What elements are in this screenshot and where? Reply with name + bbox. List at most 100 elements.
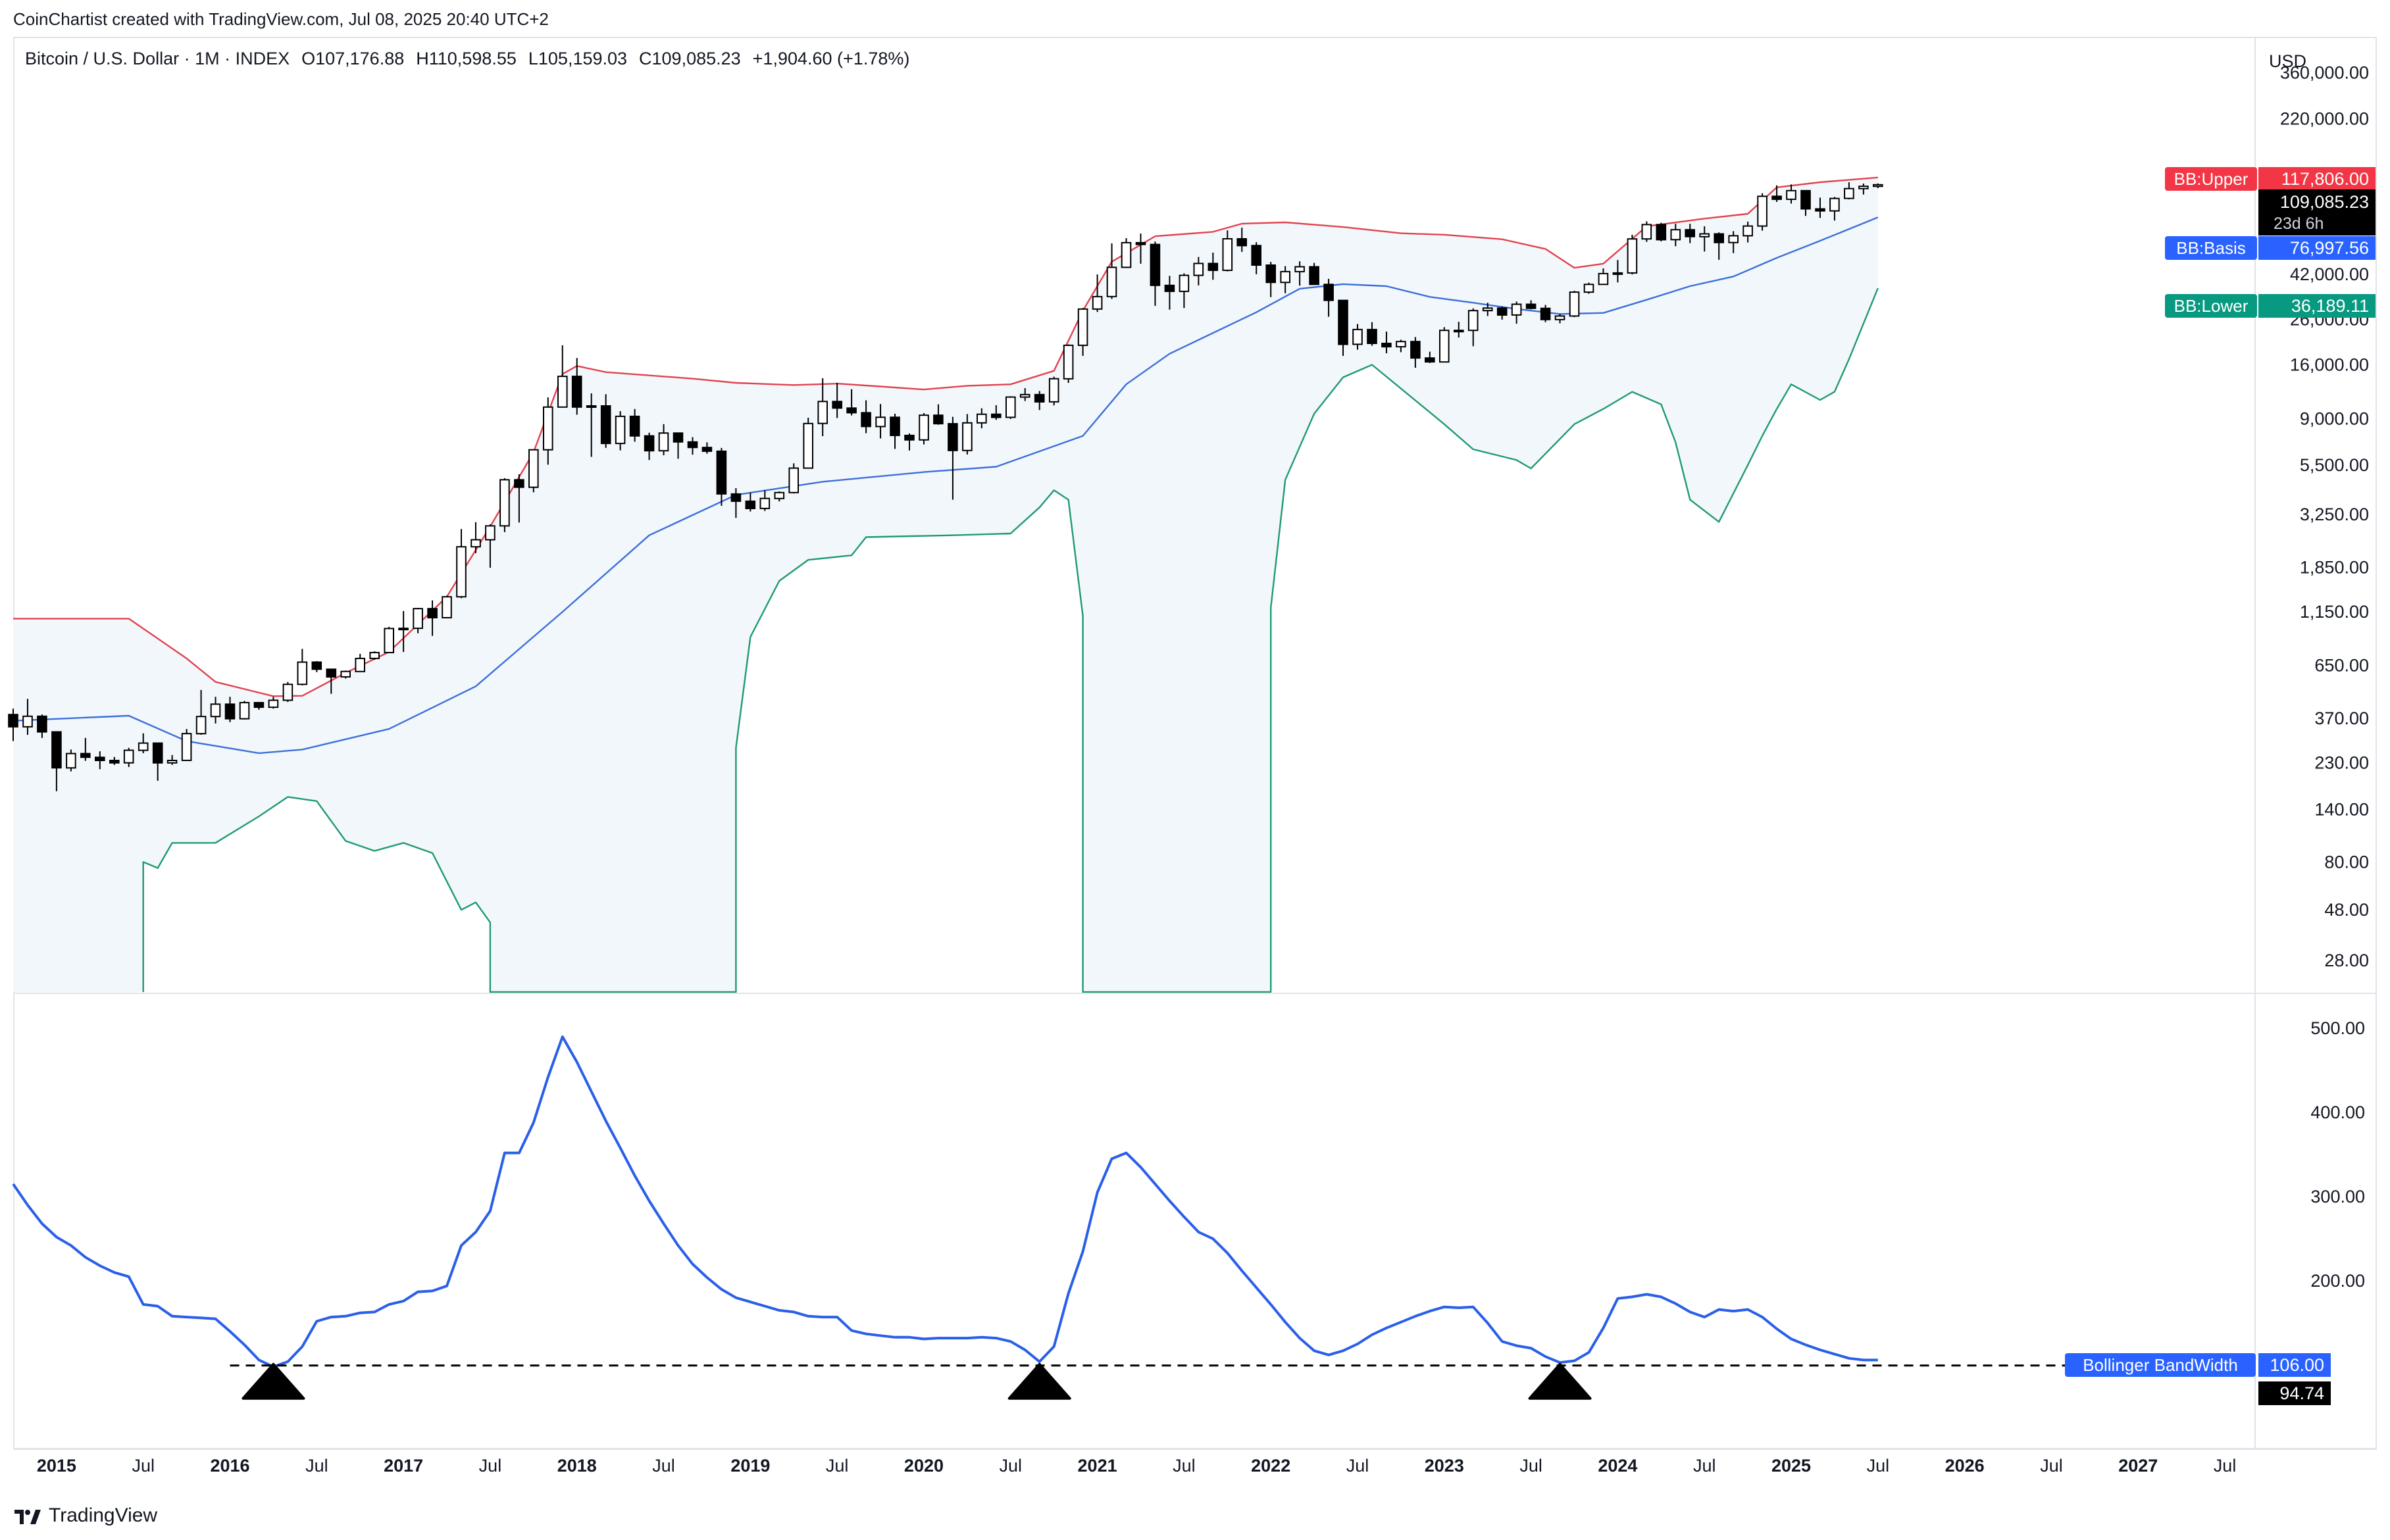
candle (514, 474, 524, 523)
candle-body-up (1454, 330, 1464, 333)
candle-body-up (615, 415, 626, 445)
candle (355, 653, 366, 672)
candle (571, 358, 582, 415)
candle (1641, 221, 1652, 242)
candle (1525, 300, 1537, 310)
candle-body-down (1771, 195, 1782, 200)
candle-body-up (1092, 295, 1103, 310)
candle-body-up (398, 628, 409, 631)
ohlc-change: +1,904.60 (+1.78%) (752, 49, 910, 68)
candle-body-up (499, 479, 510, 527)
candle-body-up (528, 449, 539, 488)
candle-body-up (485, 525, 496, 541)
candle-body-up (1612, 272, 1623, 275)
bandwidth-tag-name: Bollinger BandWidth (2083, 1355, 2238, 1375)
last-price-value: 109,085.23 (2280, 192, 2369, 212)
candle (774, 491, 785, 502)
time-axis-month-label: Jul (479, 1456, 502, 1476)
last-price-bg (2258, 189, 2376, 236)
candle (268, 697, 279, 709)
bandwidth-tick-label: 400.00 (2310, 1103, 2365, 1122)
bb-upper-tag-value-bg (2258, 167, 2376, 191)
candle-body-up (1019, 393, 1030, 398)
candle (745, 492, 756, 512)
candle-body-down (1525, 303, 1537, 309)
candle-body-down (1656, 224, 1667, 241)
threshold-tag[interactable]: 94.74 (2258, 1381, 2331, 1405)
candle (1106, 243, 1117, 299)
candle-body-up (369, 652, 380, 659)
candle-body-up (1179, 274, 1190, 292)
bb-lower-tag-value-bg (2258, 294, 2376, 318)
candle-body-up (759, 497, 771, 509)
candle (282, 682, 293, 703)
candle (846, 389, 857, 416)
time-axis-month-label: Jul (1346, 1456, 1369, 1476)
last-price-tag[interactable]: 109,085.23 23d 6h (2258, 189, 2376, 236)
candle (1757, 193, 1767, 231)
candle-body-up (586, 405, 597, 408)
bb-lower-tag-name: BB:Lower (2174, 296, 2249, 316)
candle-body-up (1844, 187, 1854, 199)
candle-body-up (1121, 241, 1132, 268)
bandwidth-tick-label: 500.00 (2310, 1018, 2365, 1038)
candle (1612, 260, 1623, 283)
candle (977, 408, 987, 429)
candle (817, 378, 828, 436)
candle (1236, 228, 1248, 252)
candle (297, 649, 308, 685)
bb-upper-tag[interactable]: BB:Upper 117,806.00 (2165, 167, 2376, 191)
candle (1554, 314, 1565, 324)
candle-body-down (224, 703, 236, 720)
price-tick-label: 140.00 (2314, 799, 2369, 819)
time-axis-year-label: 2016 (210, 1456, 249, 1476)
header-bar: CoinChartist created with TradingView.co… (0, 0, 2390, 37)
price-tick-label: 1,850.00 (2300, 557, 2369, 577)
candle (1019, 387, 1030, 401)
candle-body-down (514, 479, 524, 488)
symbol-name[interactable]: Bitcoin / U.S. Dollar · 1M · INDEX (25, 49, 290, 68)
price-tick-label: 230.00 (2314, 753, 2369, 773)
bb-basis-tag[interactable]: BB:Basis 76,997.56 (2165, 236, 2376, 260)
candle (138, 733, 149, 753)
candle (600, 394, 611, 448)
currency-label[interactable]: USD (2269, 51, 2307, 71)
bollinger-band-fill (13, 177, 1878, 992)
candle-body-up (268, 699, 279, 708)
bandwidth-tag-value-bg (2258, 1353, 2331, 1377)
candle (1685, 224, 1695, 243)
candle (210, 697, 221, 724)
bandwidth-tag[interactable]: Bollinger BandWidth 106.00 (2065, 1353, 2331, 1377)
candle (311, 661, 322, 672)
candle (803, 418, 814, 469)
bb-lower-line (142, 287, 1879, 993)
candle (1294, 261, 1305, 286)
bb-lower-tag[interactable]: BB:Lower 36,189.11 (2165, 294, 2376, 318)
candle (1251, 242, 1262, 274)
candle (991, 405, 1002, 420)
candle-body-down (600, 405, 611, 445)
candle (369, 651, 380, 660)
price-tick-label: 16,000.00 (2290, 355, 2369, 375)
candle (1265, 262, 1277, 297)
candle (644, 432, 655, 460)
candle (1222, 230, 1233, 272)
candle-body-down (1208, 262, 1219, 271)
symbol-info-bar[interactable]: Bitcoin / U.S. Dollar · 1M · INDEX O107,1… (25, 49, 921, 69)
candle-body-up (1063, 344, 1074, 380)
candle (442, 595, 452, 619)
candle-body-up (297, 661, 308, 685)
price-tick-label: 1,150.00 (2300, 602, 2369, 622)
candle (384, 626, 395, 654)
bar-countdown: 23d 6h (2274, 214, 2324, 233)
bb-upper-tag-value: 117,806.00 (2281, 169, 2369, 189)
candle (1656, 222, 1667, 241)
candle (948, 416, 958, 500)
candle-body-down (629, 415, 640, 437)
ohlc-close: C109,085.23 (639, 49, 741, 68)
time-axis-year-label: 2015 (37, 1456, 76, 1476)
candle-body-up (875, 416, 886, 428)
time-axis-year-label: 2019 (730, 1456, 770, 1476)
candle (1496, 306, 1508, 320)
